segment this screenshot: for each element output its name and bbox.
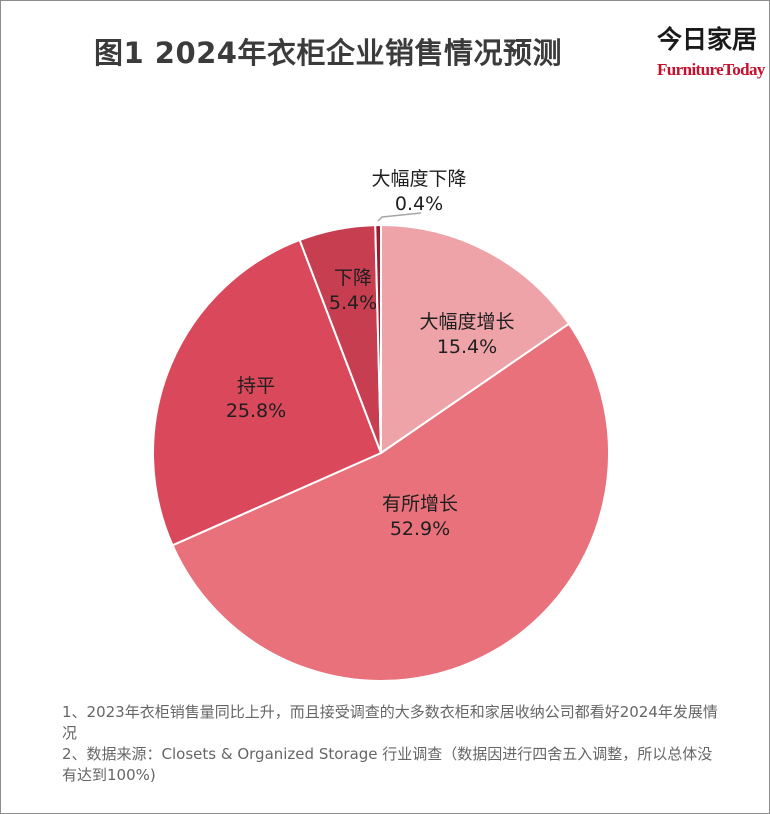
slice-value-2: 52.9% [390,518,450,540]
slice-label-2: 有所增长 [382,493,458,515]
slice-label-3: 持平 [237,375,275,397]
slice-value-3: 25.8% [226,400,286,422]
footnote-1: 1、2023年衣柜销售量同比上升，而且接受调查的大多数衣柜和家居收纳公司都看好2… [62,703,718,742]
slice-label-1: 大幅度增长 [419,311,514,333]
slice-label-4: 下降 [334,267,372,289]
slice-value-4: 5.4% [329,292,377,314]
pie-slice-2 [171,322,610,682]
pie-slice-3 [152,238,383,547]
slice-label-5: 大幅度下降 [371,168,466,190]
leader-line-5 [377,212,422,222]
pie-slice-1 [380,223,571,455]
footnotes: 1、2023年衣柜销售量同比上升，而且接受调查的大多数衣柜和家居收纳公司都看好2… [62,702,722,786]
brand-logo-cn: 今日家居 [657,25,758,54]
pie-slice-5 [374,223,382,454]
slice-value-5: 0.4% [395,193,443,215]
chart-title: 图1 2024年衣柜企业销售情况预测 [94,36,562,70]
slice-value-1: 15.4% [437,336,497,358]
footnote-2: 2、数据来源：Closets & Organized Storage 行业调查（… [62,745,713,784]
brand-logo-en: FurnitureToday [657,60,765,79]
